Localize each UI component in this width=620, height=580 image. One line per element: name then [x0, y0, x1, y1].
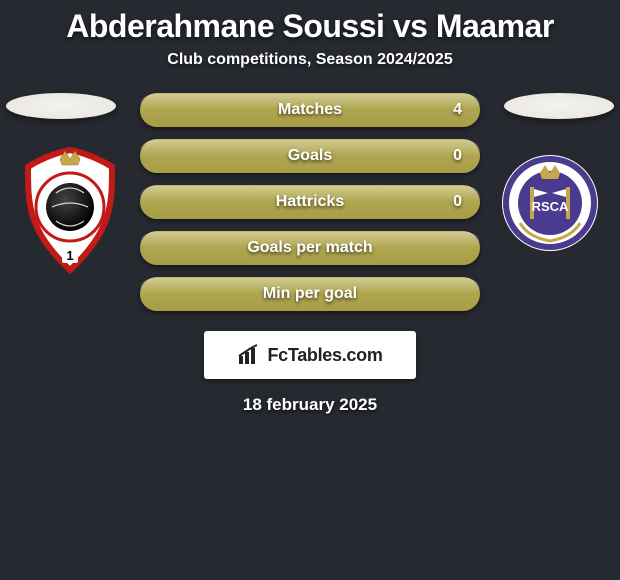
stat-label: Goals per match	[140, 239, 480, 257]
brand-text: FcTables.com	[267, 345, 382, 366]
comparison-stage: 1 RSCA Matches 4 Goals 0	[0, 93, 620, 415]
stat-rows: Matches 4 Goals 0 Hattricks 0 Goals per …	[140, 93, 480, 311]
subtitle: Club competitions, Season 2024/2025	[0, 51, 620, 69]
svg-text:RSCA: RSCA	[532, 199, 569, 214]
date-text: 18 february 2025	[0, 395, 620, 415]
bars-icon	[237, 344, 261, 366]
club-badge-left: 1	[20, 145, 120, 275]
stat-label: Matches	[140, 101, 480, 119]
page-title: Abderahmane Soussi vs Maamar	[0, 0, 620, 45]
stat-row-hattricks: Hattricks 0	[140, 185, 480, 219]
stat-value-right: 0	[453, 193, 462, 211]
stat-label: Goals	[140, 147, 480, 165]
stat-label: Min per goal	[140, 285, 480, 303]
stat-row-goals: Goals 0	[140, 139, 480, 173]
stat-row-min-per-goal: Min per goal	[140, 277, 480, 311]
stat-value-right: 4	[453, 101, 462, 119]
shield-icon: 1	[20, 145, 120, 275]
ellipse-right	[504, 93, 614, 119]
stat-label: Hattricks	[140, 193, 480, 211]
brand-badge: FcTables.com	[204, 331, 416, 379]
crest-icon: RSCA	[500, 153, 600, 253]
stat-row-goals-per-match: Goals per match	[140, 231, 480, 265]
stat-value-right: 0	[453, 147, 462, 165]
svg-text:1: 1	[66, 248, 73, 263]
stat-row-matches: Matches 4	[140, 93, 480, 127]
club-badge-right: RSCA	[500, 153, 600, 283]
ellipse-left	[6, 93, 116, 119]
